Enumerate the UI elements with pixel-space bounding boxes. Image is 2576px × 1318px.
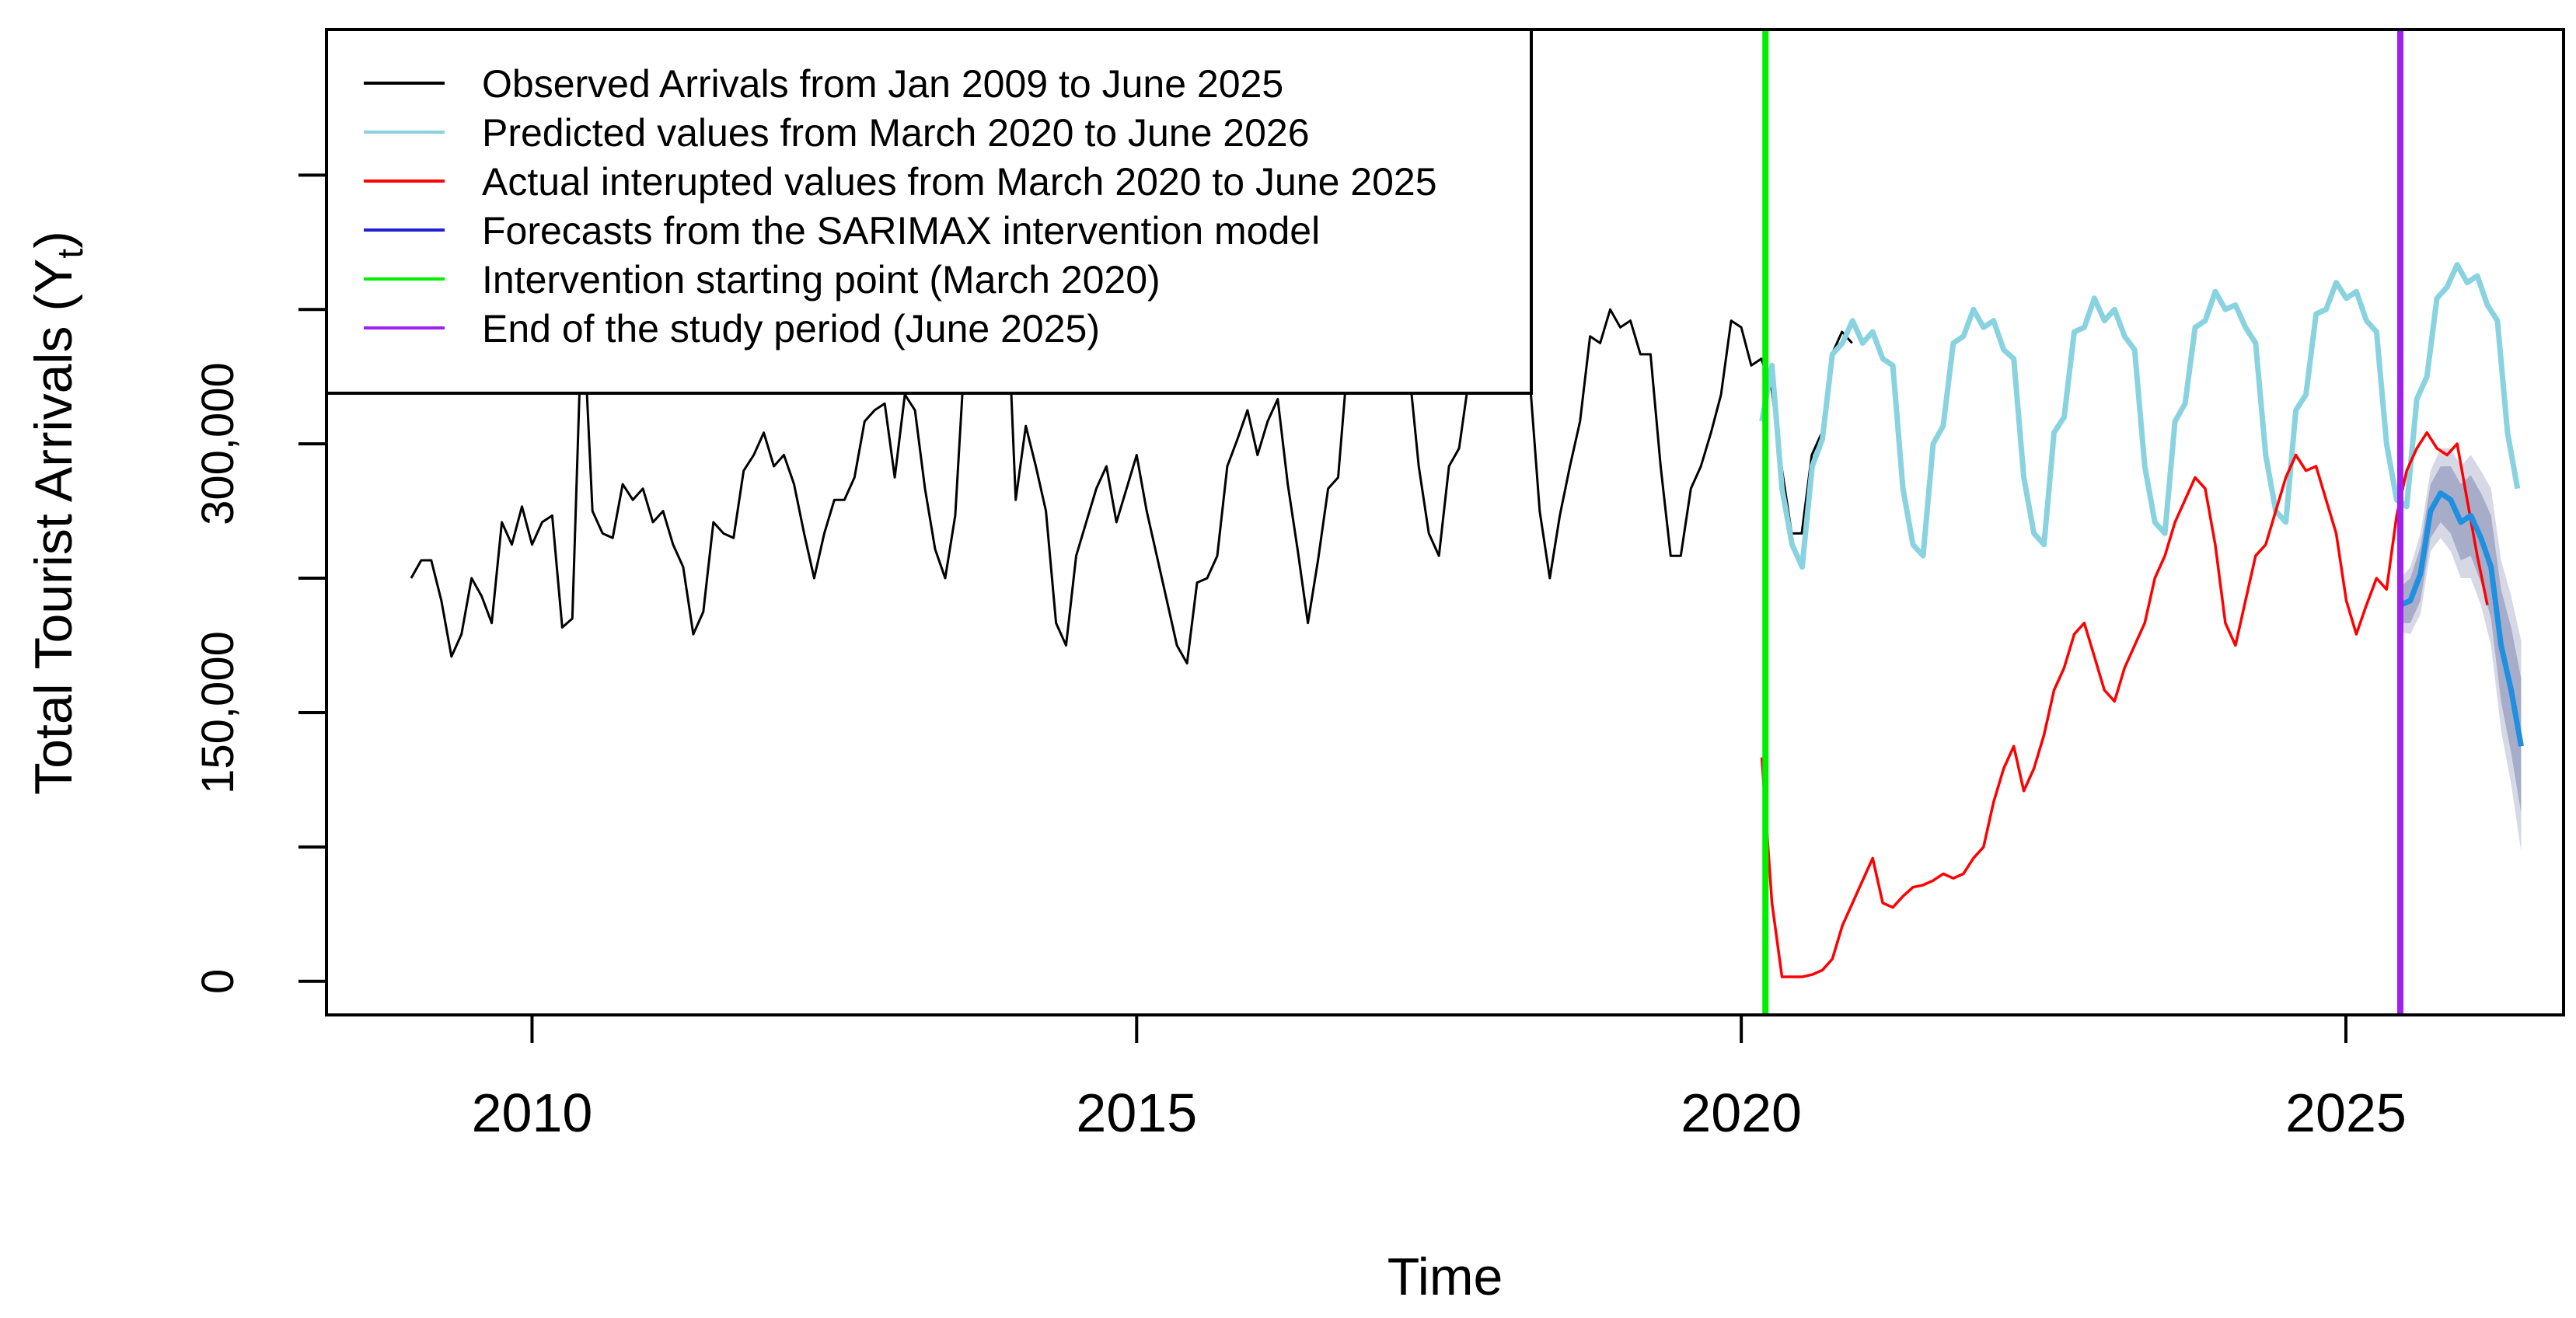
series-line-0 bbox=[410, 256, 1853, 665]
series-line-2 bbox=[1760, 431, 2489, 978]
x-tick-label: 2020 bbox=[1681, 1083, 1802, 1143]
x-axis: 2010 2015 2020 2025 bbox=[472, 1015, 2407, 1143]
plot-content bbox=[410, 30, 2524, 1015]
y-axis-title-main: Total Tourist Arrivals (Y bbox=[24, 259, 83, 795]
y-axis: 0 150,000 300,000 bbox=[193, 173, 326, 994]
y-axis-title: Total Tourist Arrivals (Yt) bbox=[24, 231, 90, 795]
x-tick-label: 2025 bbox=[2285, 1083, 2407, 1143]
legend-label: Observed Arrivals from Jan 2009 to June … bbox=[482, 62, 1283, 106]
series-line-1 bbox=[1759, 262, 2521, 570]
x-tick-label: 2015 bbox=[1076, 1083, 1197, 1143]
legend-label: Forecasts from the SARIMAX intervention … bbox=[482, 209, 1320, 253]
series-line-3 bbox=[2399, 490, 2524, 747]
x-tick-label: 2010 bbox=[472, 1083, 593, 1143]
y-tick-label: 0 bbox=[193, 969, 243, 994]
legend-box bbox=[325, 28, 1533, 395]
y-tick-label: 300,000 bbox=[193, 362, 243, 525]
legend: Observed Arrivals from Jan 2009 to June … bbox=[325, 28, 1533, 395]
legend-label: Actual interupted values from March 2020… bbox=[482, 160, 1437, 204]
legend-label: Predicted values from March 2020 to June… bbox=[482, 111, 1310, 155]
y-axis-title-subscript: t bbox=[50, 249, 90, 259]
y-tick-label: 150,000 bbox=[193, 631, 243, 794]
legend-label: End of the study period (June 2025) bbox=[482, 307, 1100, 350]
x-axis-title: Time bbox=[1387, 1247, 1503, 1306]
legend-label: Intervention starting point (March 2020) bbox=[482, 258, 1161, 302]
forecast-band-inner bbox=[2400, 466, 2522, 814]
y-axis-title-close: ) bbox=[24, 231, 83, 249]
